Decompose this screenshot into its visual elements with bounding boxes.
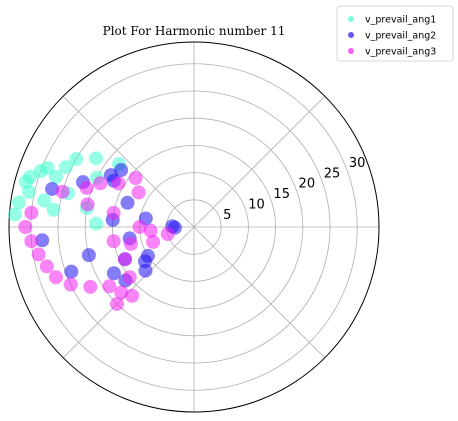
data-point [48, 270, 63, 285]
data-point [39, 259, 54, 274]
data-point [45, 181, 60, 196]
data-point [83, 279, 98, 294]
data-point [69, 151, 84, 166]
data-point [132, 220, 147, 234]
polar-frame [8, 41, 380, 413]
data-point [46, 202, 61, 217]
data-point [55, 184, 70, 199]
data-point [36, 193, 51, 208]
data-point [35, 233, 50, 248]
data-point [106, 266, 121, 281]
radial-tick-label: 15 [273, 187, 290, 202]
data-point [117, 252, 132, 267]
data-point [23, 169, 38, 184]
angular-gridline [62, 95, 195, 228]
data-point [114, 285, 129, 300]
data-point [18, 220, 33, 234]
data-point [31, 247, 46, 262]
legend-marker [348, 32, 354, 38]
data-point [11, 195, 26, 210]
data-point [24, 205, 39, 220]
radial-tick-label: 20 [299, 177, 316, 192]
legend-label: v_prevail_ang1 [365, 15, 436, 26]
angular-gridline [193, 95, 326, 228]
data-point [7, 207, 22, 222]
data-point [64, 264, 79, 279]
data-point [24, 234, 39, 249]
data-point [143, 223, 158, 238]
data-point [138, 263, 153, 278]
angular-gridline [193, 226, 326, 359]
grid-layer [8, 41, 380, 413]
data-point [110, 296, 125, 311]
data-point [125, 288, 140, 303]
data-point [114, 163, 129, 178]
chart-title: Plot For Harmonic number 11 [103, 24, 286, 38]
legend-label: v_prevail_ang3 [365, 47, 436, 58]
radial-ticks: 5 10 15 20 25 30 [223, 156, 365, 223]
data-point [80, 197, 95, 212]
data-point [93, 176, 108, 191]
legend-label: v_prevail_ang2 [365, 31, 436, 42]
data-point [40, 160, 55, 175]
data-point [123, 236, 138, 251]
radial-tick-label: 5 [223, 208, 231, 223]
legend-frame [336, 5, 454, 62]
legend: v_prevail_ang1 v_prevail_ang2 v_prevail_an… [336, 5, 454, 62]
legend-marker [348, 48, 354, 54]
data-point [81, 248, 96, 263]
data-point [160, 227, 175, 242]
data-point [106, 205, 121, 220]
data-point [48, 169, 63, 184]
data-point [89, 216, 104, 231]
data-point [79, 180, 94, 195]
data-point [128, 171, 143, 186]
radial-tick-label: 25 [324, 166, 341, 181]
data-point [131, 185, 146, 200]
data-point [102, 279, 117, 294]
data-point [111, 176, 126, 191]
series-v_prevail_ang3 [18, 171, 175, 311]
data-point [146, 234, 161, 249]
data-point [120, 195, 135, 210]
points-layer [7, 151, 182, 311]
data-point [106, 234, 121, 249]
data-point [122, 270, 137, 285]
data-point [58, 160, 73, 175]
radial-tick-label: 30 [349, 156, 366, 171]
data-point [63, 277, 78, 292]
data-point [88, 151, 103, 166]
legend-marker [348, 16, 354, 22]
radial-tick-label: 10 [248, 198, 265, 213]
